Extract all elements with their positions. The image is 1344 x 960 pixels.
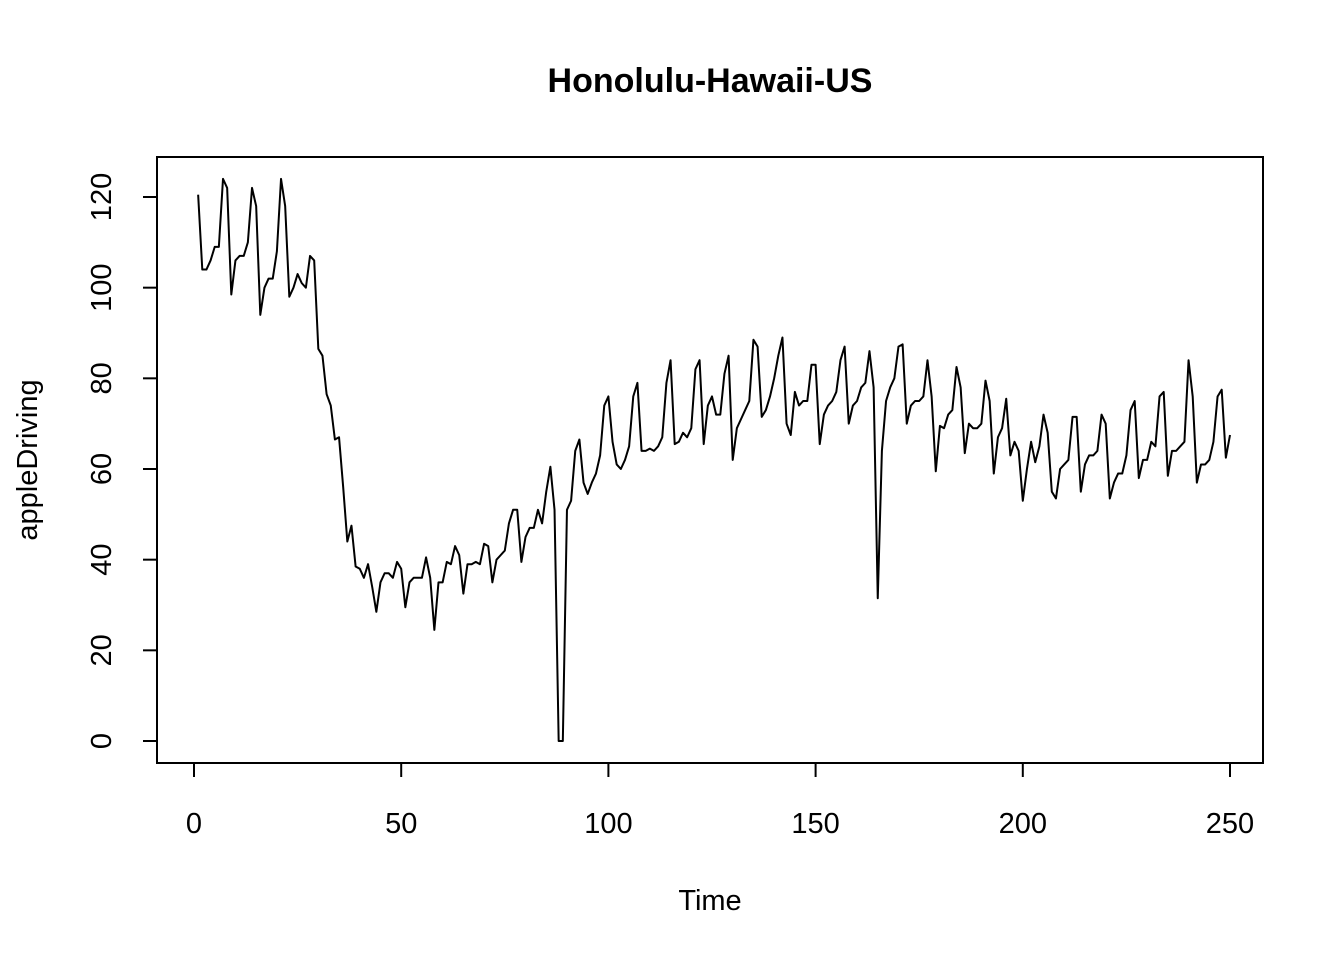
x-tick-label: 200 — [999, 808, 1047, 840]
y-axis: 0 20 40 60 80 100 120 — [86, 173, 158, 749]
x-tick-label: 100 — [584, 808, 632, 840]
y-tick-label: 0 — [86, 733, 118, 749]
x-tick-label: 150 — [791, 808, 839, 840]
x-tick-label: 50 — [385, 808, 417, 840]
y-tick-label: 80 — [86, 362, 118, 394]
series-line — [197, 177, 1231, 742]
y-tick-label: 60 — [86, 453, 118, 485]
x-tick-label: 0 — [186, 808, 202, 840]
plot-frame — [156, 156, 1264, 764]
x-tick-label: 250 — [1206, 808, 1254, 840]
y-tick-label: 40 — [86, 544, 118, 576]
x-axis: 0 50 100 150 200 250 — [186, 762, 1254, 840]
chart-title: Honolulu-Hawaii-US — [548, 62, 873, 100]
y-tick-label: 20 — [86, 634, 118, 666]
y-axis-label: appleDriving — [12, 379, 44, 540]
y-tick-label: 100 — [86, 263, 118, 311]
x-axis-label: Time — [678, 885, 741, 917]
y-tick-label: 120 — [86, 173, 118, 221]
